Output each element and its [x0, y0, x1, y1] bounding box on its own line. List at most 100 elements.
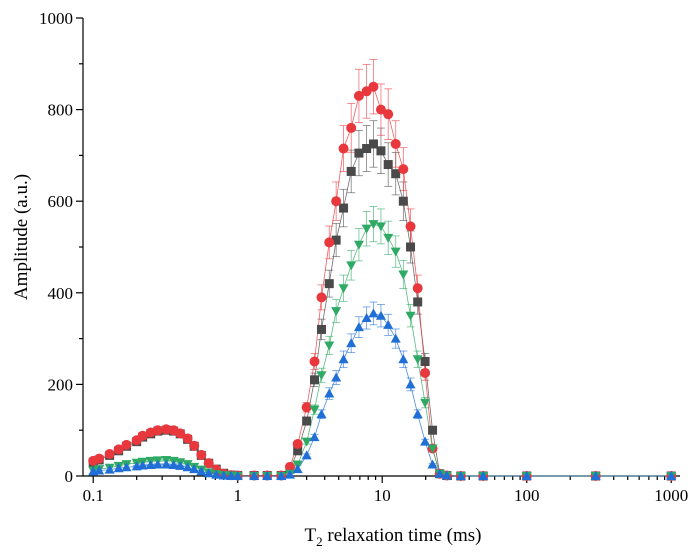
point-circle [292, 438, 303, 449]
point-triangle-down [346, 261, 357, 271]
point-square [339, 203, 349, 213]
point-triangle-up [113, 463, 124, 473]
point-square [331, 235, 341, 245]
point-square [354, 148, 364, 158]
y-tick-label: 600 [48, 192, 74, 211]
point-triangle-up [226, 471, 237, 480]
point-triangle-up [161, 459, 172, 469]
point-triangle-up [301, 450, 312, 460]
point-triangle-up [284, 469, 295, 479]
point-triangle-up [666, 471, 677, 480]
point-circle [316, 292, 327, 303]
point-triangle-down [361, 224, 372, 234]
x-tick-label: 100 [514, 486, 540, 505]
point-circle [398, 164, 409, 175]
point-circle [182, 433, 193, 444]
point-triangle-up [182, 462, 193, 472]
point-square [316, 324, 326, 334]
point-square [310, 375, 320, 385]
point-triangle-up [398, 354, 409, 364]
point-square [383, 160, 393, 170]
point-triangle-down [390, 247, 401, 257]
tick-labels: 0 200 400 600 800 1000 0.1 1 10 100 1000 [39, 9, 688, 505]
point-triangle-up [232, 471, 243, 480]
y-tick-label: 200 [48, 375, 74, 394]
x-tick-label: 1000 [654, 486, 688, 505]
point-triangle-up [434, 468, 445, 478]
point-triangle-down [324, 341, 335, 351]
point-square [428, 425, 438, 435]
point-circle [113, 444, 124, 455]
point-triangle-down [368, 220, 379, 230]
point-triangle-up [316, 409, 327, 419]
point-triangle-up [211, 469, 222, 479]
point-triangle-up [121, 462, 132, 472]
point-triangle-up [405, 379, 416, 389]
point-triangle-down [316, 371, 327, 381]
point-triangle-down [338, 284, 349, 294]
point-triangle-up [390, 333, 401, 343]
point-triangle-up [145, 460, 156, 470]
point-triangle-up [218, 470, 229, 480]
point-circle [353, 90, 364, 101]
point-circle [420, 367, 431, 378]
point-triangle-down [309, 405, 320, 415]
point-square [293, 446, 303, 456]
point-square [376, 146, 386, 156]
point-circle [189, 440, 200, 451]
x-tick-label: 0.1 [83, 486, 104, 505]
series-lines [93, 86, 672, 477]
point-square [324, 279, 334, 289]
point-circle [368, 81, 379, 92]
point-triangle-up [152, 459, 163, 469]
point-circle [412, 283, 423, 294]
point-circle [309, 356, 320, 367]
point-circle [375, 104, 386, 115]
point-square [368, 139, 378, 149]
y-tick-label: 0 [65, 467, 74, 486]
point-triangle-down [427, 444, 438, 454]
point-triangle-up [521, 471, 532, 480]
point-circle [175, 428, 186, 439]
point-triangle-up [292, 464, 303, 474]
point-triangle-down [353, 240, 364, 250]
point-circle [104, 449, 115, 460]
x-axis-title-rest: relaxation time (ms) [323, 525, 482, 546]
point-triangle-down [331, 307, 342, 317]
y-tick-label: 400 [48, 284, 74, 303]
x-axis-title: T2 relaxation time (ms) [305, 525, 482, 549]
point-triangle-down [398, 270, 409, 280]
point-square [362, 144, 372, 154]
point-circle [301, 402, 312, 413]
point-triangle-down [412, 355, 423, 365]
point-triangle-up [361, 312, 372, 322]
point-circle [196, 449, 207, 460]
point-triangle-up [331, 372, 342, 382]
series-line-triangle_up [93, 312, 672, 477]
point-triangle-down [420, 398, 431, 408]
point-triangle-down [375, 222, 386, 232]
point-circle [137, 430, 148, 441]
point-square [346, 166, 356, 176]
x-axis-title-subscript: 2 [316, 534, 323, 549]
point-triangle-up [368, 308, 379, 318]
y-tick-label: 1000 [39, 9, 73, 28]
point-triangle-up [309, 432, 320, 442]
point-circle [346, 122, 357, 133]
point-square [406, 242, 416, 252]
point-circle [324, 237, 335, 248]
point-triangle-up [324, 388, 335, 398]
point-triangle-up [203, 468, 214, 478]
point-triangle-up [137, 460, 148, 470]
point-triangle-up [338, 354, 349, 364]
point-triangle-up [441, 470, 452, 480]
point-circle [94, 453, 105, 464]
point-circle [405, 221, 416, 232]
point-triangle-up [375, 310, 386, 320]
point-circle [152, 425, 163, 436]
point-triangle-up [346, 338, 357, 348]
error-bars [89, 59, 437, 468]
point-triangle-up [94, 465, 105, 475]
point-square [302, 416, 312, 426]
